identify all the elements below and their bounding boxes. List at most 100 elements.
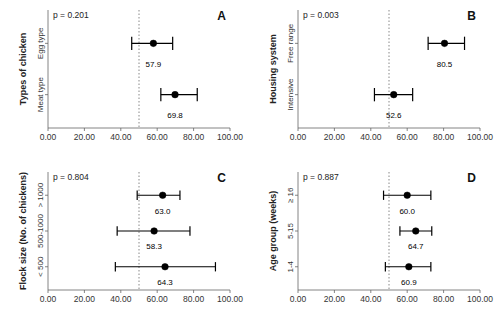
panel-label: C (217, 171, 226, 185)
x-tick (48, 128, 49, 131)
panel: 0.0020.0040.0060.0080.00100.00Free range… (268, 9, 493, 142)
ci-cap-low (131, 37, 132, 50)
x-tick (157, 128, 158, 131)
x-tick-label: 20.00 (74, 132, 96, 142)
x-tick-label: 20.00 (74, 294, 96, 304)
x-tick (298, 290, 299, 293)
mean-dot (404, 192, 411, 199)
x-tick (84, 290, 85, 293)
x-tick-label: 0.00 (40, 294, 57, 304)
y-tick (295, 94, 298, 95)
reference-line (139, 10, 140, 128)
x-tick (84, 128, 85, 131)
mean-dot (412, 228, 419, 235)
y-tick (45, 43, 48, 44)
category-label: Egg type (36, 27, 45, 59)
data-label: 64.7 (408, 242, 424, 251)
x-tick-label: 0.00 (40, 132, 57, 142)
category-label: ≥ 16 (286, 187, 295, 203)
panel: 0.0020.0040.0060.0080.00100.00> 1000500-… (18, 171, 243, 304)
mean-dot (441, 40, 448, 47)
category-label: Intensive (286, 78, 295, 111)
ci-cap-low (383, 191, 384, 200)
ci-cap-low (374, 88, 375, 101)
figure: 0.00 20.00 40.00 60.00 80.00 100.00 Egg type Me… (0, 0, 500, 329)
category-label: > 1000 (36, 182, 45, 207)
marks (132, 10, 198, 128)
y-tick (45, 231, 48, 232)
x-tick (230, 290, 231, 293)
x-tick (443, 290, 444, 293)
y-axis-label: Age group (weeks) (268, 191, 278, 272)
ci-cap-low (385, 262, 386, 271)
mean-dot (150, 40, 157, 47)
ci-cap-low (160, 88, 161, 101)
x-tick-label: 80.00 (183, 132, 205, 142)
annotation: p = 0.887 (303, 172, 339, 182)
x-tick-label: 60.00 (397, 132, 419, 142)
x-tick (48, 290, 49, 293)
x-tick-label: 100.00 (467, 294, 493, 304)
category-label: Meat type (36, 77, 45, 113)
y-tick (45, 195, 48, 196)
x-tick (334, 290, 335, 293)
category-label: Free range (286, 23, 295, 63)
category-label: 500-1000 (36, 214, 45, 248)
ci-cap-low (117, 226, 118, 235)
marks (374, 10, 464, 128)
x-tick (334, 128, 335, 131)
ci-cap-high (430, 191, 431, 200)
data-label: 63.0 (155, 207, 171, 216)
x-tick (193, 290, 194, 293)
ci-cap-high (179, 191, 180, 200)
y-tick (45, 94, 48, 95)
x-tick (407, 128, 408, 131)
ci-cap-high (412, 88, 413, 101)
ci-cap-high (430, 262, 431, 271)
x-tick (480, 128, 481, 131)
reference-line (389, 172, 390, 290)
y-tick (295, 195, 298, 196)
y-tick (295, 231, 298, 232)
x-tick (298, 128, 299, 131)
page: {"chart_data": [ {"type": "dot", "orient… (0, 0, 500, 329)
x-tick (157, 290, 158, 293)
y-tick (295, 266, 298, 267)
y-axis-label: Flock size (No. of chickens) (18, 172, 28, 290)
ci-cap-low (137, 191, 138, 200)
x-tick-label: 80.00 (433, 132, 455, 142)
panel: 0.0020.0040.0060.0080.00100.00Egg typeMe… (18, 9, 243, 142)
data-label: 52.6 (386, 111, 402, 120)
ci-bar (137, 195, 180, 196)
panel-label: B (467, 9, 476, 23)
x-tick (443, 128, 444, 131)
data-label: 60.9 (401, 278, 417, 287)
x-tick (120, 290, 121, 293)
x-tick-label: 60.00 (397, 294, 419, 304)
mean-dot (151, 228, 158, 235)
marks (384, 172, 432, 290)
x-tick-label: 80.00 (183, 294, 205, 304)
x-tick (193, 128, 194, 131)
data-label: 64.3 (157, 278, 173, 287)
panel: 0.0020.0040.0060.0080.00100.00≥ 165-151-… (268, 171, 493, 304)
ci-cap-low (115, 262, 116, 271)
y-axis-label: Types of chicken (18, 33, 28, 105)
data-label: 69.8 (167, 111, 183, 120)
mean-dot (406, 263, 413, 270)
y-tick (45, 266, 48, 267)
annotation: p = 0.003 (303, 10, 339, 20)
data-label: 58.3 (146, 242, 162, 251)
ci-cap-low (428, 37, 429, 50)
x-tick-label: 40.00 (110, 294, 132, 304)
x-tick (370, 290, 371, 293)
x-tick-label: 20.00 (324, 132, 346, 142)
annotation: p = 0.804 (53, 172, 89, 182)
y-tick (295, 43, 298, 44)
marks (115, 172, 215, 290)
category-label: < 500 (36, 256, 45, 277)
x-tick-label: 60.00 (147, 132, 169, 142)
category-label: 5-15 (286, 222, 295, 239)
ci-cap-high (464, 37, 465, 50)
y-axis-line (298, 10, 299, 128)
